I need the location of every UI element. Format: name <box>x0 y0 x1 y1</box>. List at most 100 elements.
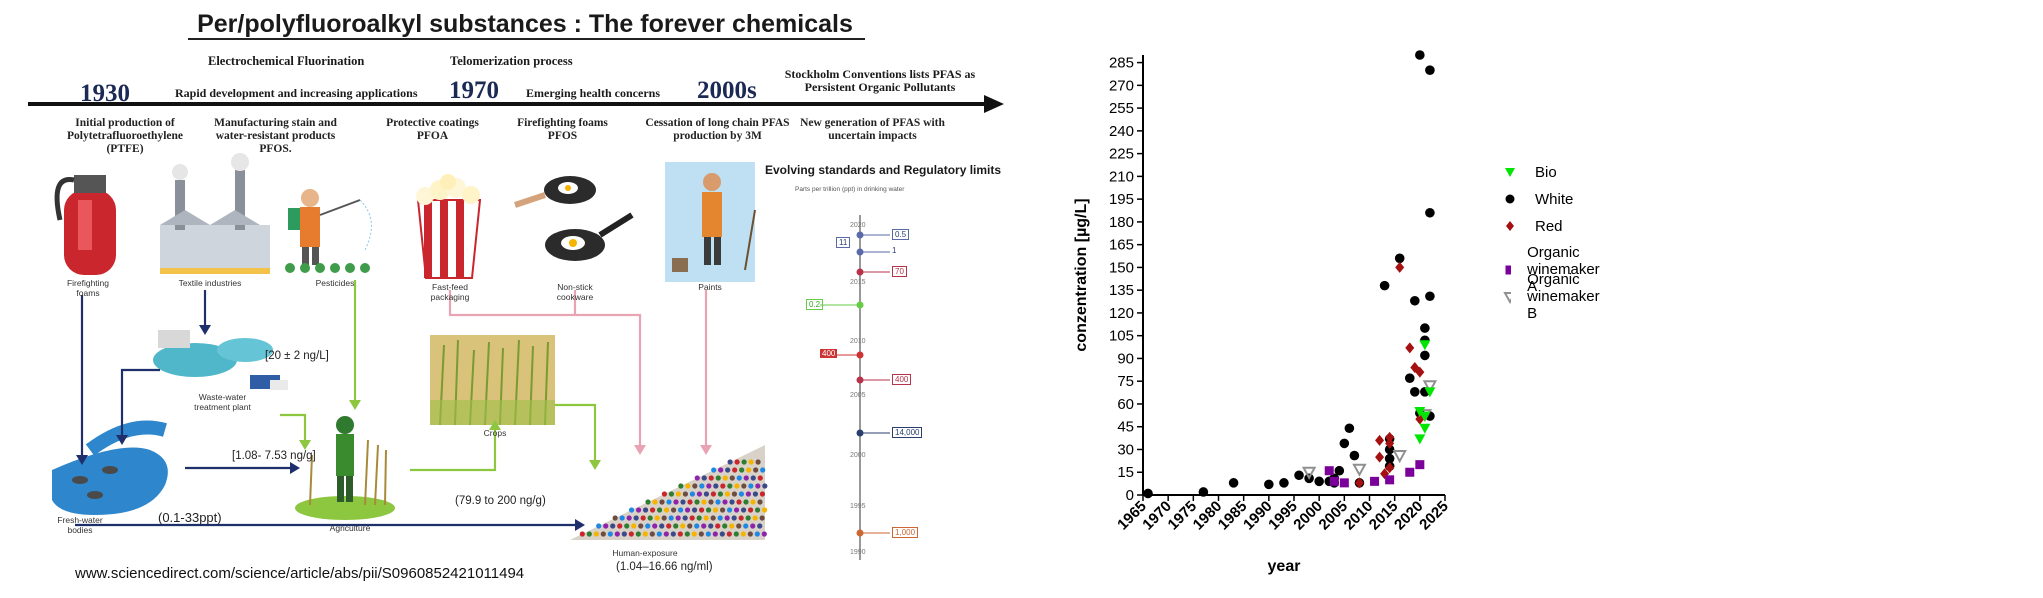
y-tick-label: 180 <box>1109 214 1134 231</box>
data-point-white <box>1410 387 1420 397</box>
data-point-organic-winemaker-a <box>1385 475 1395 485</box>
x-tick-label: 2025 <box>1416 498 1452 534</box>
y-axis-label: conzentration [µg/L] <box>1073 198 1090 351</box>
data-point-white <box>1379 280 1390 291</box>
fire-extinguisher-icon <box>54 175 116 275</box>
citation-link[interactable]: www.sciencedirect.com/science/article/ab… <box>75 565 525 582</box>
wastewater-plant-icon <box>153 330 288 390</box>
legend-marker <box>1505 265 1512 274</box>
reg-year-2005: 2005 <box>850 392 866 399</box>
legend-marker <box>1505 194 1515 204</box>
y-tick-label: 45 <box>1117 419 1134 436</box>
reg-year-1990: 1990 <box>850 549 866 556</box>
y-tick-label: 210 <box>1109 168 1134 185</box>
reg-year-1995: 1995 <box>850 503 866 510</box>
timeline-year-2000s: 2000s <box>697 77 757 104</box>
data-point-white <box>1279 478 1289 488</box>
reg-value-6: 400 <box>892 374 912 385</box>
data-point-organic-winemaker-b <box>1352 463 1367 477</box>
timeline-year-1970: 1970 <box>449 77 499 104</box>
data-point-white <box>1410 295 1420 306</box>
conc-human: (1.04–16.66 ng/ml) <box>616 561 713 573</box>
reg-value-0: 0.5 <box>892 229 910 240</box>
legend-label: Bio <box>1535 163 1557 181</box>
event-firefighting-pfos: Firefighting foams PFOS <box>517 117 608 142</box>
data-point-red <box>1410 362 1420 374</box>
y-tick-label: 165 <box>1109 237 1134 254</box>
data-point-bio <box>1414 434 1426 445</box>
data-point-white <box>1344 423 1355 434</box>
human-crowd-icon <box>570 445 768 540</box>
event-pfos-stain: Manufacturing stain and water-resistant … <box>214 117 337 155</box>
conc-freshwater: (0.1-33ppt) <box>158 510 222 525</box>
y-tick-label: 90 <box>1117 350 1134 367</box>
data-point-red <box>1354 477 1364 489</box>
data-point-bio <box>1419 340 1431 351</box>
legend-label: Organic winemaker A <box>1527 244 1600 295</box>
timeline-event-telomer: Telomerization process <box>450 54 573 68</box>
data-point-organic-winemaker-b <box>1392 450 1407 464</box>
data-point-white <box>1314 476 1324 487</box>
conc-crops: (79.9 to 200 ng/g) <box>455 495 546 507</box>
wheat-crops-icon <box>430 335 555 426</box>
data-point-bio <box>1419 423 1431 434</box>
reg-year-2015: 2015 <box>850 279 866 286</box>
data-point-bio <box>1424 387 1436 398</box>
infographic-title: Per/polyfluoroalkyl substances : The for… <box>197 10 853 38</box>
source-cookware: Non-stick cookware <box>556 282 594 302</box>
infographic-graphics <box>28 38 1004 560</box>
regulatory-subtitle: Parts per trillion (ppt) in drinking wat… <box>795 186 905 193</box>
conc-agriculture: [1.08- 7.53 ng/g] <box>232 450 316 462</box>
data-point-white <box>1420 323 1430 333</box>
event-new-generation: New generation of PFAS with uncertain im… <box>800 117 945 142</box>
frying-pan-icon <box>514 176 634 261</box>
data-point-red <box>1375 434 1385 446</box>
pesticide-sprayer-icon <box>285 189 372 273</box>
y-tick-label: 0 <box>1126 487 1134 504</box>
data-point-white <box>1143 488 1153 499</box>
y-tick-label: 270 <box>1109 77 1134 94</box>
data-point-white <box>1425 291 1435 302</box>
node-crops: Crops <box>483 428 507 438</box>
data-point-organic-winemaker-a <box>1329 476 1339 486</box>
reg-value-1: 11 <box>836 237 851 248</box>
node-wwtp: Waste-water treatment plant <box>194 392 251 412</box>
timeline-year-1930: 1930 <box>80 80 130 107</box>
legend-item: Organic winemaker A <box>1501 244 1608 295</box>
timeline-event-health: Emerging health concerns <box>526 86 660 100</box>
data-point-organic-winemaker-b <box>1422 380 1438 394</box>
data-point-white <box>1420 350 1430 361</box>
event-3m-cessation: Cessation of long chain PFAS production … <box>645 117 790 142</box>
legend-marker <box>1503 291 1512 304</box>
timeline-event-rapid: Rapid development and increasing applica… <box>175 86 418 100</box>
data-point-white <box>1349 450 1360 461</box>
y-tick-label: 105 <box>1109 328 1134 345</box>
data-point-red <box>1385 462 1395 474</box>
reg-year-2020: 2020 <box>850 222 866 229</box>
source-packaging: Fast-feed packaging <box>430 282 470 302</box>
reg-value-8: 1,000 <box>892 527 919 538</box>
y-tick-label: 240 <box>1109 123 1134 140</box>
reg-value-3: 70 <box>892 266 907 277</box>
legend-item: Red <box>1501 217 1563 235</box>
y-tick-label: 195 <box>1109 191 1134 208</box>
y-tick-label: 255 <box>1109 100 1134 117</box>
data-point-red <box>1405 342 1415 354</box>
data-point-white <box>1264 479 1274 490</box>
legend-label: Organic winemaker B <box>1527 271 1600 322</box>
scatter-chart: 0 15 30 45 60 75 90 105 120 135 150 165 180 195 210 225… <box>1073 50 1452 575</box>
pfas-infographic: Per/polyfluoroalkyl substances : The for… <box>28 10 1004 582</box>
data-point-organic-winemaker-a <box>1339 478 1349 488</box>
scatter-plot-panel: 0 15 30 45 60 75 90 105 120 135 150 165 180 195 210 225… <box>1060 0 2043 593</box>
y-tick-label: 15 <box>1117 464 1134 481</box>
legend-marker <box>1506 221 1514 231</box>
y-tick-label: 30 <box>1117 441 1134 458</box>
reg-year-2010: 2010 <box>850 338 866 345</box>
data-point-white <box>1415 50 1425 60</box>
data-point-white <box>1339 438 1350 449</box>
river-icon <box>52 420 168 515</box>
data-point-organic-winemaker-a <box>1370 476 1380 486</box>
legend-label: Red <box>1535 217 1563 235</box>
reg-year-2000: 2000 <box>850 452 866 459</box>
painter-icon <box>665 162 756 282</box>
